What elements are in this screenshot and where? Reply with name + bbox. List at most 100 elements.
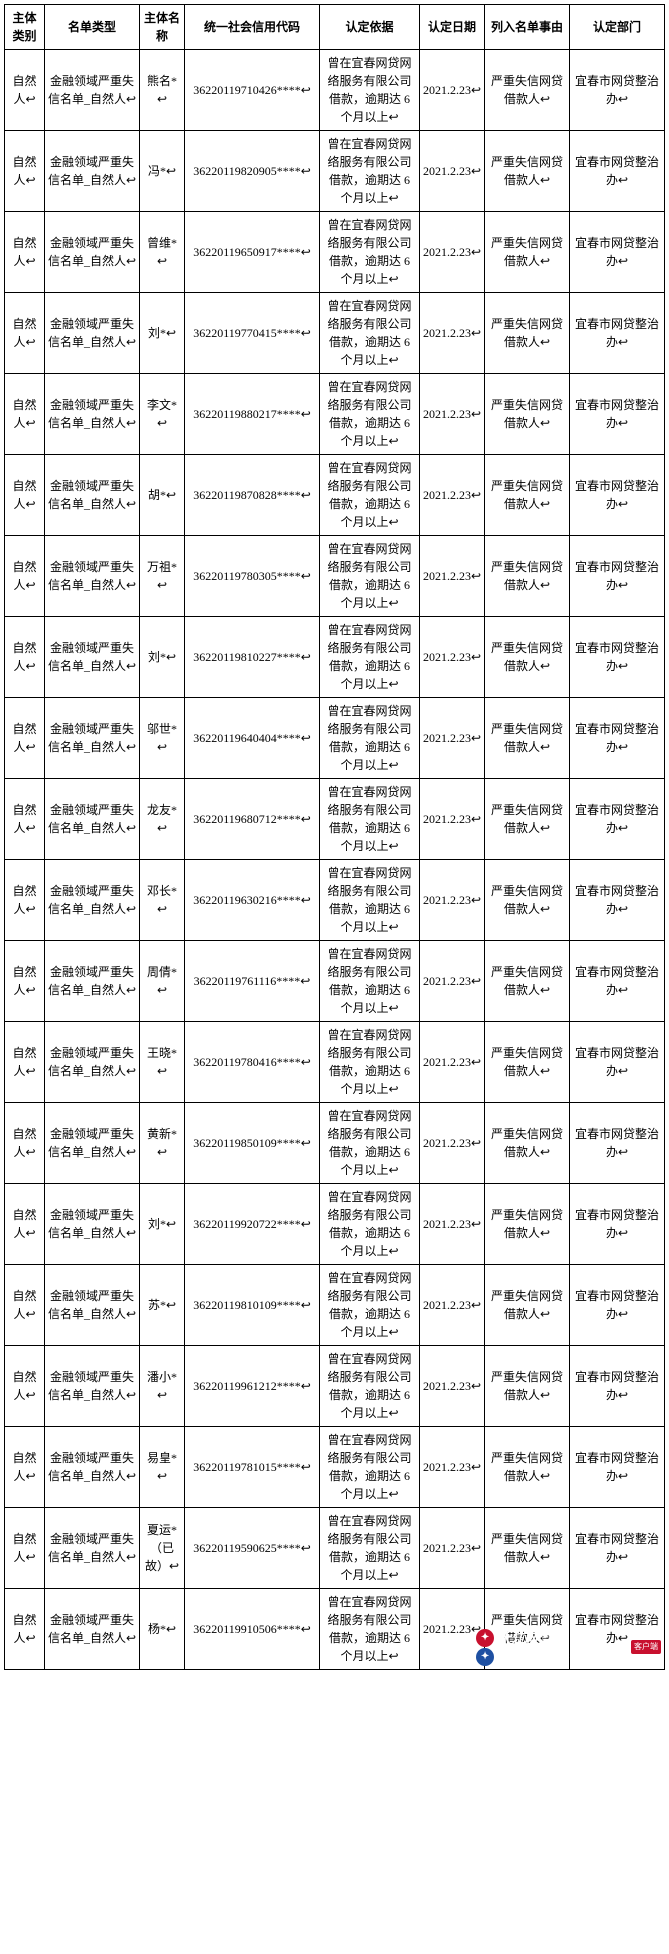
cell-dept: 宜春市网贷整治办↩ — [570, 617, 665, 698]
cell-list-type: 金融领域严重失信名单_自然人↩ — [45, 1508, 140, 1589]
cell-credit-code: 36220119810227****↩ — [185, 617, 320, 698]
table-row: 自然人↩金融领域严重失信名单_自然人↩苏*↩36220119810109****… — [5, 1265, 665, 1346]
table-row: 自然人↩金融领域严重失信名单_自然人↩邬世*↩36220119640404***… — [5, 698, 665, 779]
col-list-type: 名单类型 — [45, 5, 140, 50]
cell-subject-type: 自然人↩ — [5, 212, 45, 293]
cell-date: 2021.2.23↩ — [420, 1022, 485, 1103]
table-row: 自然人↩金融领域严重失信名单_自然人↩邓长*↩36220119630216***… — [5, 860, 665, 941]
cell-subject-name: 邓长*↩ — [140, 860, 185, 941]
cell-subject-type: 自然人↩ — [5, 779, 45, 860]
table-row: 自然人↩金融领域严重失信名单_自然人↩刘*↩36220119810227****… — [5, 617, 665, 698]
cell-dept: 宜春市网贷整治办↩ — [570, 374, 665, 455]
cell-subject-name: 黄新*↩ — [140, 1103, 185, 1184]
cell-reason: 严重失信网贷借款人↩ — [485, 1508, 570, 1589]
table-row: 自然人↩金融领域严重失信名单_自然人↩黄新*↩36220119850109***… — [5, 1103, 665, 1184]
cell-subject-name: 龙友*↩ — [140, 779, 185, 860]
cell-basis: 曾在宜春网贷网络服务有限公司借款，逾期达 6 个月以上↩ — [320, 1508, 420, 1589]
cell-list-type: 金融领域严重失信名单_自然人↩ — [45, 617, 140, 698]
cell-reason: 严重失信网贷借款人↩ — [485, 860, 570, 941]
table-row: 自然人↩金融领域严重失信名单_自然人↩胡*↩36220119870828****… — [5, 455, 665, 536]
cell-credit-code: 36220119910506****↩ — [185, 1589, 320, 1670]
cell-reason: 严重失信网贷借款人↩ — [485, 131, 570, 212]
cell-basis: 曾在宜春网贷网络服务有限公司借款，逾期达 6 个月以上↩ — [320, 1346, 420, 1427]
cell-subject-name: 周倩*↩ — [140, 941, 185, 1022]
table-row: 自然人↩金融领域严重失信名单_自然人↩万祖*↩36220119780305***… — [5, 536, 665, 617]
cell-list-type: 金融领域严重失信名单_自然人↩ — [45, 293, 140, 374]
cell-subject-name: 易皇*↩ — [140, 1427, 185, 1508]
cell-credit-code: 36220119761116****↩ — [185, 941, 320, 1022]
cell-credit-code: 36220119640404****↩ — [185, 698, 320, 779]
cell-subject-name: 冯*↩ — [140, 131, 185, 212]
cell-subject-type: 自然人↩ — [5, 1589, 45, 1670]
cell-date: 2021.2.23↩ — [420, 1508, 485, 1589]
cell-dept: 宜春市网贷整治办↩ — [570, 131, 665, 212]
cell-subject-name: 夏运*（已故）↩ — [140, 1508, 185, 1589]
cell-credit-code: 36220119630216****↩ — [185, 860, 320, 941]
cell-reason: 严重失信网贷借款人↩ — [485, 1103, 570, 1184]
cell-subject-name: 刘*↩ — [140, 293, 185, 374]
cell-subject-name: 王晓*↩ — [140, 1022, 185, 1103]
cell-date: 2021.2.23↩ — [420, 941, 485, 1022]
table-header: 主体类别 名单类型 主体名称 统一社会信用代码 认定依据 认定日期 列入名单事由… — [5, 5, 665, 50]
table-row: 自然人↩金融领域严重失信名单_自然人↩杨*↩36220119910506****… — [5, 1589, 665, 1670]
col-subject-name: 主体名称 — [140, 5, 185, 50]
cell-date: 2021.2.23↩ — [420, 1346, 485, 1427]
cell-dept: 宜春市网贷整治办↩ — [570, 455, 665, 536]
cell-dept: 宜春市网贷整治办↩ — [570, 1508, 665, 1589]
cell-credit-code: 36220119920722****↩ — [185, 1184, 320, 1265]
cell-reason: 严重失信网贷借款人↩ — [485, 1022, 570, 1103]
cell-list-type: 金融领域严重失信名单_自然人↩ — [45, 1265, 140, 1346]
cell-subject-name: 李文*↩ — [140, 374, 185, 455]
cell-subject-type: 自然人↩ — [5, 536, 45, 617]
cell-list-type: 金融领域严重失信名单_自然人↩ — [45, 374, 140, 455]
cell-dept: 宜春市网贷整治办↩ — [570, 1427, 665, 1508]
cell-credit-code: 36220119820905****↩ — [185, 131, 320, 212]
cell-subject-type: 自然人↩ — [5, 617, 45, 698]
cell-reason: 严重失信网贷借款人↩ — [485, 1265, 570, 1346]
cell-dept: 宜春市网贷整治办↩ — [570, 1589, 665, 1670]
cell-basis: 曾在宜春网贷网络服务有限公司借款，逾期达 6 个月以上↩ — [320, 455, 420, 536]
table-row: 自然人↩金融领域严重失信名单_自然人↩李文*↩36220119880217***… — [5, 374, 665, 455]
cell-reason: 严重失信网贷借款人↩ — [485, 455, 570, 536]
cell-dept: 宜春市网贷整治办↩ — [570, 293, 665, 374]
cell-subject-name: 万祖*↩ — [140, 536, 185, 617]
cell-list-type: 金融领域严重失信名单_自然人↩ — [45, 536, 140, 617]
col-reason: 列入名单事由 — [485, 5, 570, 50]
cell-date: 2021.2.23↩ — [420, 1427, 485, 1508]
cell-date: 2021.2.23↩ — [420, 212, 485, 293]
cell-dept: 宜春市网贷整治办↩ — [570, 779, 665, 860]
cell-subject-type: 自然人↩ — [5, 1346, 45, 1427]
cell-reason: 严重失信网贷借款人↩ — [485, 1589, 570, 1670]
cell-basis: 曾在宜春网贷网络服务有限公司借款，逾期达 6 个月以上↩ — [320, 1022, 420, 1103]
cell-reason: 严重失信网贷借款人↩ — [485, 617, 570, 698]
cell-reason: 严重失信网贷借款人↩ — [485, 374, 570, 455]
cell-basis: 曾在宜春网贷网络服务有限公司借款，逾期达 6 个月以上↩ — [320, 860, 420, 941]
cell-subject-name: 杨*↩ — [140, 1589, 185, 1670]
cell-list-type: 金融领域严重失信名单_自然人↩ — [45, 941, 140, 1022]
cell-subject-type: 自然人↩ — [5, 293, 45, 374]
cell-subject-type: 自然人↩ — [5, 50, 45, 131]
cell-reason: 严重失信网贷借款人↩ — [485, 50, 570, 131]
cell-dept: 宜春市网贷整治办↩ — [570, 1346, 665, 1427]
cell-credit-code: 36220119780305****↩ — [185, 536, 320, 617]
cell-credit-code: 36220119880217****↩ — [185, 374, 320, 455]
cell-date: 2021.2.23↩ — [420, 1265, 485, 1346]
cell-date: 2021.2.23↩ — [420, 1103, 485, 1184]
cell-subject-name: 曾维*↩ — [140, 212, 185, 293]
table-row: 自然人↩金融领域严重失信名单_自然人↩龙友*↩36220119680712***… — [5, 779, 665, 860]
table-row: 自然人↩金融领域严重失信名单_自然人↩刘*↩36220119920722****… — [5, 1184, 665, 1265]
table-row: 自然人↩金融领域严重失信名单_自然人↩冯*↩36220119820905****… — [5, 131, 665, 212]
col-credit-code: 统一社会信用代码 — [185, 5, 320, 50]
cell-date: 2021.2.23↩ — [420, 1184, 485, 1265]
cell-date: 2021.2.23↩ — [420, 698, 485, 779]
cell-credit-code: 36220119710426****↩ — [185, 50, 320, 131]
cell-dept: 宜春市网贷整治办↩ — [570, 1103, 665, 1184]
table-body: 自然人↩金融领域严重失信名单_自然人↩熊名*↩36220119710426***… — [5, 50, 665, 1670]
cell-subject-name: 熊名*↩ — [140, 50, 185, 131]
cell-subject-name: 刘*↩ — [140, 617, 185, 698]
cell-basis: 曾在宜春网贷网络服务有限公司借款，逾期达 6 个月以上↩ — [320, 698, 420, 779]
cell-list-type: 金融领域严重失信名单_自然人↩ — [45, 1589, 140, 1670]
cell-basis: 曾在宜春网贷网络服务有限公司借款，逾期达 6 个月以上↩ — [320, 1589, 420, 1670]
col-date: 认定日期 — [420, 5, 485, 50]
cell-dept: 宜春市网贷整治办↩ — [570, 1184, 665, 1265]
